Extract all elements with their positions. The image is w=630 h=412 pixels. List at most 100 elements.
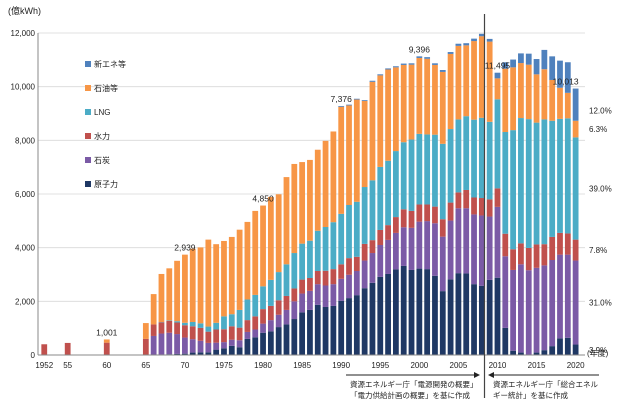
bar-segment <box>236 340 243 348</box>
bar-segment <box>518 118 524 244</box>
bar-segment <box>369 80 376 82</box>
share-label: 6.3% <box>589 125 607 134</box>
bar-segment <box>228 314 235 327</box>
x-tick-label: 2020 <box>567 361 585 370</box>
source-note-right-line-2: ギー統計」を基に作成 <box>493 390 568 400</box>
total-label: 1,001 <box>96 327 118 337</box>
bar-segment <box>260 286 266 310</box>
bar-segment <box>299 162 306 244</box>
legend-swatch <box>85 109 91 115</box>
bar-segment <box>525 247 532 271</box>
bar-segment <box>314 284 321 305</box>
bar-segment <box>377 74 384 76</box>
bar-segment <box>213 329 220 343</box>
bar-segment <box>541 350 548 355</box>
bar-segment <box>369 180 376 241</box>
bar-segment <box>432 206 438 224</box>
axes <box>37 33 585 356</box>
bar-segment <box>197 352 204 355</box>
bar-segment <box>338 264 345 279</box>
bar-segment <box>533 122 540 245</box>
bar-segment <box>314 230 321 272</box>
bar-segment <box>478 33 485 37</box>
bar-segment <box>361 243 368 261</box>
bar-segment <box>322 227 329 271</box>
bar-segment <box>564 337 571 355</box>
bar-segment <box>314 271 321 285</box>
bar-segment <box>424 134 431 205</box>
bar-segment <box>478 215 485 286</box>
bar-segment <box>252 210 259 295</box>
bar-segment <box>416 221 423 269</box>
bar-segment <box>205 352 212 355</box>
bar-segment <box>416 268 423 355</box>
bar-segment <box>307 159 313 241</box>
bar-segment <box>447 202 454 221</box>
bar-segment <box>525 270 532 355</box>
bar-segment <box>463 273 470 355</box>
share-label: 31.0% <box>589 299 612 308</box>
x-tick-label: 2000 <box>410 361 428 370</box>
y-tick-label: 10,000 <box>11 83 36 92</box>
bar-segment <box>400 209 407 228</box>
bar-segment <box>322 270 329 286</box>
legend-label: LNG <box>94 108 110 117</box>
bar-segment <box>283 264 290 296</box>
bar-segment <box>361 100 368 188</box>
bar-segment <box>252 294 259 317</box>
bar-segment <box>189 326 196 340</box>
bar-segment <box>439 236 446 292</box>
bar-segment <box>424 269 431 355</box>
bar-segment <box>228 236 235 315</box>
bar-segment <box>228 339 235 346</box>
bar-segment <box>447 53 454 130</box>
bar-segment <box>572 239 579 261</box>
bar-segment <box>150 335 157 355</box>
bar-segment <box>408 210 415 228</box>
bar-segment <box>291 253 298 289</box>
bar-segment <box>369 240 376 254</box>
bar-segment <box>283 324 290 355</box>
bar-segment <box>393 232 399 270</box>
x-tick-label: 1995 <box>371 361 389 370</box>
bar-segment <box>400 64 407 143</box>
bar-segment <box>275 300 282 315</box>
bar-segment <box>416 57 423 134</box>
bar-segment <box>166 268 173 321</box>
bar-segment <box>432 275 438 355</box>
bar-segment <box>572 88 579 121</box>
bar-segment <box>385 239 391 274</box>
bar-segment <box>338 278 345 301</box>
bar-segment <box>525 119 532 248</box>
bar-segment <box>174 322 180 335</box>
bar-segment <box>463 43 470 46</box>
bar-segment <box>432 64 438 135</box>
bar-segment <box>455 45 462 120</box>
bar-segment <box>486 279 493 355</box>
bar-segment <box>158 273 165 322</box>
bar-segment <box>291 319 298 355</box>
bar-segment <box>494 188 501 207</box>
bar-segment <box>244 299 251 321</box>
bar-segment <box>205 331 212 343</box>
bar-segment <box>416 204 423 222</box>
bar-segment <box>502 132 509 234</box>
y-tick-label: 12,000 <box>11 29 36 38</box>
bar-segment <box>361 260 368 289</box>
bar-segment <box>189 248 196 322</box>
bar-segment <box>541 244 548 266</box>
bar-segment <box>291 301 298 320</box>
bar-segment <box>393 66 399 68</box>
total-label: 7,376 <box>331 94 353 104</box>
bar-segment <box>166 320 173 333</box>
bar-segment <box>510 350 516 355</box>
bar-segment <box>322 285 329 307</box>
bar-segment <box>572 137 579 240</box>
bar-segment <box>221 329 227 343</box>
bar-segment <box>275 194 282 273</box>
bar-segment <box>197 340 204 353</box>
bar-segment <box>353 256 360 272</box>
bar-segment <box>197 323 204 328</box>
bar-segment <box>166 320 173 321</box>
